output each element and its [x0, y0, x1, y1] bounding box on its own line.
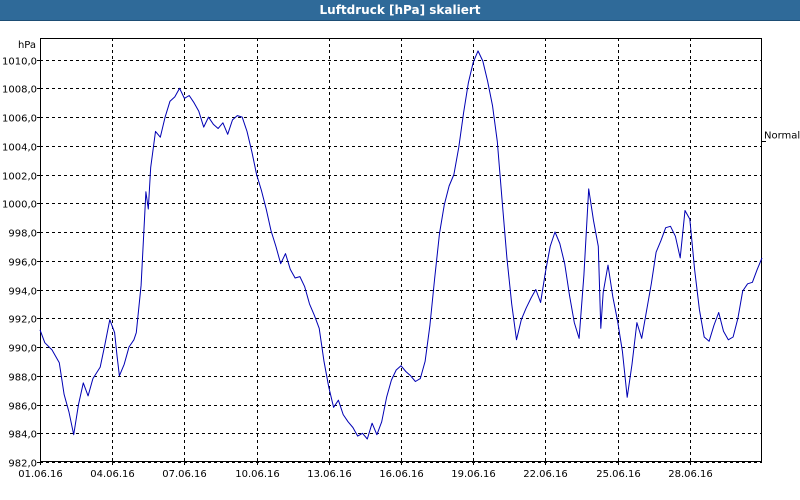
y-tick-label: 1002,0 [2, 172, 37, 183]
x-tick-label: 07.06.16 [162, 469, 207, 480]
x-tick-label: 16.06.16 [379, 469, 424, 480]
tick-labels: 982,0 984,0 986,0 988,0 990,0 992,0 994,0 996,0… [2, 57, 713, 481]
x-tick-label: 04.06.16 [90, 469, 135, 480]
chart-title: Luftdruck [hPa] skaliert [0, 0, 800, 21]
x-tick-label: 22.06.16 [523, 469, 568, 480]
y-tick-label: 1000,0 [2, 200, 37, 211]
x-tick-label: 13.06.16 [307, 469, 352, 480]
y-tick-label: 994,0 [8, 287, 37, 298]
x-tick-label: 19.06.16 [451, 469, 496, 480]
y-tick-label: 996,0 [8, 258, 37, 269]
grid [40, 38, 762, 463]
y-tick-label: 998,0 [8, 229, 37, 240]
plot-frame [40, 38, 762, 462]
y-tick-label: 1010,0 [2, 57, 37, 68]
y-unit-label: hPa [18, 40, 36, 51]
y-tick-label: 986,0 [8, 402, 37, 413]
series-layer [39, 50, 763, 440]
y-tick-label: 984,0 [8, 430, 37, 441]
reference-label-normal: Normal [764, 131, 800, 142]
y-tick-label: 1004,0 [2, 143, 37, 154]
y-tick-label: 988,0 [8, 373, 37, 384]
y-tick-label: 982,0 [8, 459, 37, 470]
x-tick-label: 28.06.16 [668, 469, 713, 480]
y-tick-label: 1008,0 [2, 85, 37, 96]
series-line-pressure [39, 50, 763, 440]
y-tick-label: 992,0 [8, 315, 37, 326]
y-tick-label: 990,0 [8, 344, 37, 355]
x-tick-label: 25.06.16 [596, 469, 641, 480]
x-tick-label: 10.06.16 [235, 469, 280, 480]
y-tick-label: 1006,0 [2, 114, 37, 125]
x-tick-label: 01.06.16 [18, 469, 63, 480]
axes [37, 38, 766, 465]
